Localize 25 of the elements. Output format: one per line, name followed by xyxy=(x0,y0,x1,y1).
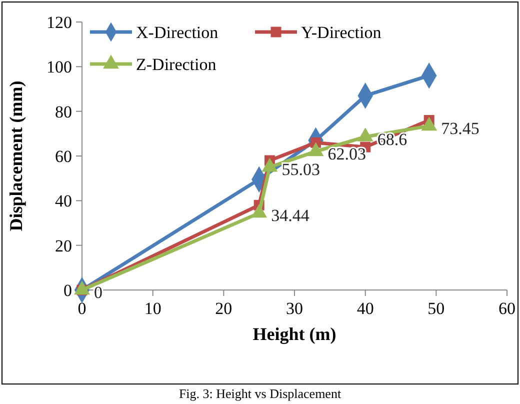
legend-label: Y-Direction xyxy=(301,22,382,42)
x-tick-label: 0 xyxy=(78,299,86,318)
y-tick-label: 0 xyxy=(64,280,72,300)
y-tick-label: 120 xyxy=(46,12,72,32)
x-tick-label: 50 xyxy=(428,299,445,318)
y-tick-label: 60 xyxy=(55,146,72,166)
y-tick-label: 20 xyxy=(55,236,72,256)
data-label: 55.03 xyxy=(282,160,320,180)
data-label: 34.44 xyxy=(271,206,310,226)
y-axis-title: Displacement (mm) xyxy=(6,80,26,232)
x-tick-label: 10 xyxy=(144,299,162,318)
y-tick-label: 80 xyxy=(55,102,72,122)
x-tick-label: 40 xyxy=(356,299,374,318)
y-tick-label: 40 xyxy=(55,192,72,211)
y-tick-label: 100 xyxy=(46,58,72,77)
x-tick-label: 30 xyxy=(286,299,303,318)
legend-label: X-Direction xyxy=(136,22,219,42)
x-tick-label: 60 xyxy=(498,299,516,318)
data-label: 73.45 xyxy=(441,118,480,138)
caption: Fig. 3: Height vs Displacement xyxy=(178,386,342,401)
data-label: 62.03 xyxy=(328,144,366,164)
x-tick-label: 20 xyxy=(215,299,232,318)
x-axis-title: Height (m) xyxy=(252,324,336,344)
legend-label: Z-Direction xyxy=(136,54,217,74)
data-label: 0 xyxy=(94,283,102,302)
